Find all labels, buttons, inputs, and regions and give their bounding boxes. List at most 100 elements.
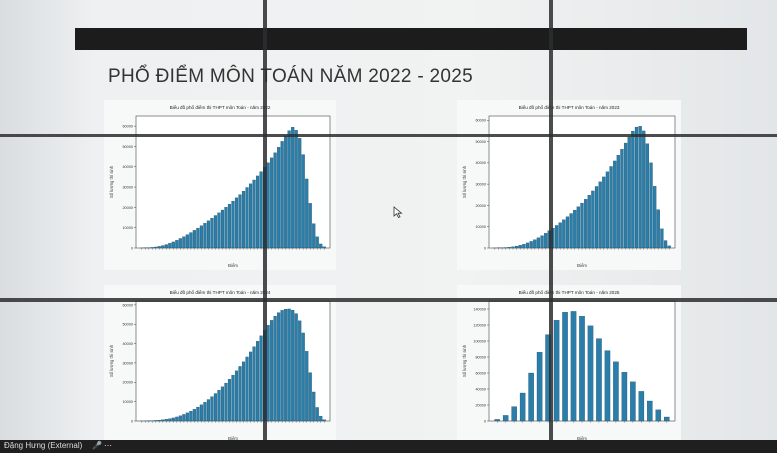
bar — [168, 243, 172, 249]
bar — [502, 415, 509, 422]
bar — [507, 247, 511, 249]
y-tick-label: 0 — [131, 419, 133, 423]
bar — [280, 141, 284, 249]
bar — [252, 179, 256, 249]
bar — [294, 313, 298, 422]
bar — [199, 404, 203, 422]
bar — [241, 361, 246, 422]
chart-2022-svg: Biểu đồ phổ điểm thi THPT môn Toán - năm… — [109, 104, 331, 268]
bar — [277, 312, 281, 422]
bar — [653, 186, 657, 249]
bar — [528, 372, 534, 422]
y-tick-label: 10000 — [122, 226, 133, 230]
bar — [234, 370, 239, 422]
bar — [511, 406, 517, 422]
chart-title: Biểu đồ phổ điểm thi THPT môn Toán - năm… — [519, 289, 620, 295]
monitor-bezel-horizontal-top — [0, 134, 777, 137]
bar — [298, 320, 302, 422]
bar — [522, 244, 526, 249]
bar — [238, 366, 242, 422]
bar — [252, 346, 256, 422]
bar — [529, 241, 533, 249]
bar — [171, 417, 175, 422]
bar — [154, 246, 158, 249]
bar — [220, 209, 225, 249]
y-tick-label: 40000 — [475, 161, 486, 165]
bar — [157, 246, 161, 249]
bar — [220, 386, 225, 422]
bar — [199, 225, 203, 249]
bar — [245, 356, 249, 422]
y-tick-label: 20000 — [122, 381, 133, 385]
bar — [210, 218, 214, 249]
y-tick-label: 140000 — [473, 307, 486, 311]
bar — [663, 240, 668, 249]
y-tick-label: 60000 — [122, 303, 133, 307]
bar — [161, 245, 165, 249]
bar — [238, 194, 242, 249]
bar — [298, 138, 302, 249]
bar — [291, 127, 295, 249]
bar — [664, 416, 670, 422]
more-options-icon[interactable]: ⋯ — [104, 441, 112, 450]
bar — [206, 399, 210, 422]
bar — [623, 142, 628, 249]
bar — [598, 181, 602, 249]
bar — [558, 222, 562, 249]
bar — [196, 227, 200, 249]
chart-2023: Biểu đồ phổ điểm thi THPT môn Toán - năm… — [457, 100, 681, 270]
bar — [660, 228, 664, 249]
monitor-bezel-horizontal-bottom — [0, 298, 777, 302]
bar — [287, 130, 291, 249]
bar — [273, 152, 277, 249]
bar — [573, 209, 577, 249]
bar — [596, 338, 602, 422]
bar — [150, 247, 154, 249]
bar — [584, 199, 588, 249]
y-tick-label: 40000 — [122, 342, 133, 346]
bar — [256, 341, 260, 422]
x-axis-label: Điểm — [228, 263, 238, 268]
chart-2024-svg: Biểu đồ phổ điểm thi THPT môn Toán - năm… — [109, 289, 331, 441]
chart-2024: Biểu đồ phổ điểm thi THPT môn Toán - năm… — [104, 285, 336, 443]
y-tick-label: 10000 — [475, 225, 486, 229]
bar — [284, 135, 288, 249]
bar — [553, 320, 560, 422]
bar — [284, 309, 288, 422]
bar — [591, 190, 595, 249]
bar — [594, 186, 599, 249]
bar — [570, 311, 577, 422]
bar — [305, 351, 309, 422]
bar — [210, 396, 214, 422]
y-tick-label: 80000 — [475, 355, 486, 359]
bar — [667, 245, 671, 249]
bar — [616, 155, 620, 249]
chart-2025: Biểu đồ phổ điểm thi THPT môn Toán - năm… — [457, 285, 681, 443]
y-tick-label: 50000 — [122, 323, 133, 327]
y-tick-label: 40000 — [122, 165, 133, 169]
microphone-icon[interactable]: 🎤 — [92, 441, 102, 450]
bar — [602, 176, 606, 249]
y-axis-label: Số lượng thí sinh — [462, 344, 467, 377]
chart-title: Biểu đồ phổ điểm thi THPT môn Toán - năm… — [519, 104, 620, 110]
bar — [192, 409, 196, 422]
bar — [224, 207, 228, 249]
bar — [308, 203, 312, 249]
bar — [217, 212, 221, 249]
bar — [227, 379, 232, 422]
bar — [645, 143, 650, 249]
bar — [604, 350, 611, 422]
y-tick-label: 20000 — [475, 403, 486, 407]
bar — [540, 235, 544, 249]
y-tick-label: 10000 — [122, 400, 133, 404]
bar — [638, 126, 642, 249]
bar — [273, 315, 277, 422]
bar — [631, 130, 635, 249]
chart-title: Biểu đồ phổ điểm thi THPT môn Toán - năm… — [170, 104, 271, 110]
y-tick-label: 30000 — [475, 183, 486, 187]
bar — [308, 372, 312, 422]
bar — [536, 352, 543, 422]
y-tick-label: 60000 — [475, 371, 486, 375]
y-tick-label: 30000 — [122, 185, 133, 189]
bar — [248, 351, 253, 422]
